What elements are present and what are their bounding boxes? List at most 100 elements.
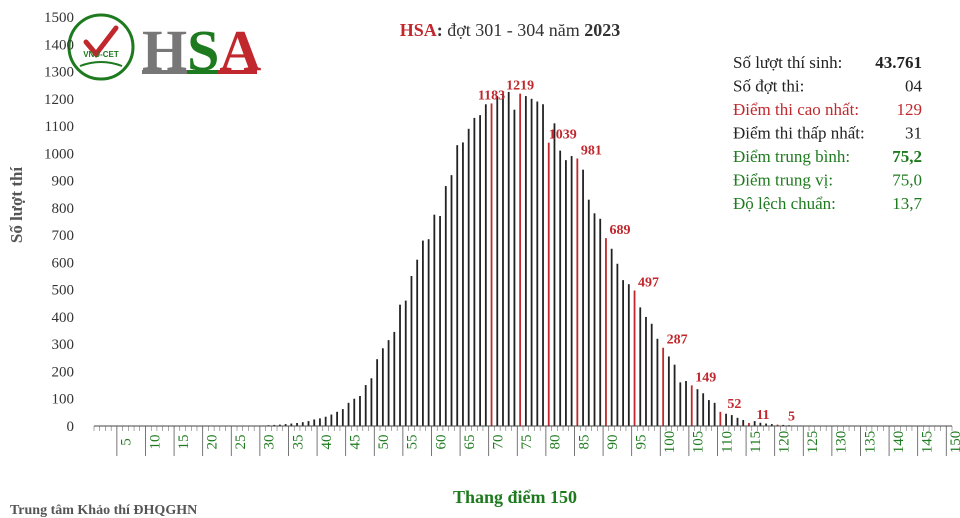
x-tick-label: 150 bbox=[948, 431, 960, 454]
x-tick-label: 90 bbox=[605, 435, 621, 450]
bar bbox=[279, 424, 281, 426]
title-colon: : bbox=[437, 20, 443, 40]
stats-background bbox=[728, 46, 956, 214]
bar bbox=[433, 214, 436, 426]
x-tick-label: 110 bbox=[719, 431, 735, 453]
bar bbox=[502, 93, 504, 426]
bar bbox=[696, 389, 699, 426]
y-tick-label: 900 bbox=[52, 174, 75, 190]
bar bbox=[753, 421, 756, 426]
bar bbox=[496, 96, 499, 426]
bar bbox=[667, 356, 670, 426]
x-tick-label: 20 bbox=[205, 435, 221, 450]
bar bbox=[524, 96, 527, 426]
x-tick-label: 45 bbox=[348, 435, 364, 450]
bar bbox=[387, 340, 390, 426]
bar bbox=[364, 385, 367, 426]
logo-underline-gray bbox=[142, 70, 187, 74]
logo: VNU-CET HSA bbox=[67, 13, 261, 83]
y-tick-label: 1200 bbox=[44, 92, 74, 108]
bar bbox=[650, 323, 653, 426]
x-tick-label: 85 bbox=[576, 435, 592, 450]
bar bbox=[290, 423, 293, 426]
y-tick-label: 500 bbox=[52, 283, 75, 299]
bar bbox=[582, 169, 584, 426]
bar bbox=[450, 175, 453, 426]
bar bbox=[633, 290, 636, 426]
data-label: 1039 bbox=[549, 128, 577, 143]
x-axis-title: Thang điểm 150 bbox=[453, 487, 577, 507]
y-tick-label: 0 bbox=[67, 419, 75, 435]
y-axis-title: Số lượt thí bbox=[7, 167, 26, 244]
plot-area: 0100200300400500600700800900100011001200… bbox=[44, 10, 960, 456]
bar bbox=[456, 145, 459, 427]
x-tick-label: 120 bbox=[777, 431, 793, 454]
bar bbox=[708, 400, 710, 426]
title-brand: HSA bbox=[400, 20, 437, 40]
bar bbox=[416, 259, 419, 426]
bar bbox=[690, 385, 693, 426]
chart-title: HSA: đợt 301 - 304 năm 2023 bbox=[400, 20, 621, 40]
data-label: 689 bbox=[609, 223, 630, 238]
stat-label: Số lượt thí sinh: bbox=[733, 53, 842, 72]
bar bbox=[324, 416, 327, 426]
bar bbox=[439, 216, 441, 426]
bar bbox=[565, 160, 567, 426]
bar bbox=[725, 413, 727, 426]
x-tick-label: 40 bbox=[319, 435, 335, 450]
y-tick-label: 1100 bbox=[45, 119, 74, 135]
stat-label: Điểm thi thấp nhất: bbox=[733, 124, 865, 143]
data-label: 52 bbox=[727, 397, 741, 412]
bar bbox=[479, 115, 481, 426]
bar bbox=[547, 142, 550, 426]
data-label: 5 bbox=[788, 410, 795, 425]
bar bbox=[553, 123, 556, 426]
x-tick-label: 95 bbox=[634, 435, 650, 450]
footer-text: Trung tâm Khảo thí ĐHQGHN bbox=[10, 503, 197, 518]
stat-value: 13,7 bbox=[892, 194, 922, 213]
stat-label: Độ lệch chuẩn: bbox=[733, 194, 836, 213]
bar bbox=[519, 93, 522, 427]
y-tick-label: 200 bbox=[52, 364, 75, 380]
data-label: 981 bbox=[581, 144, 602, 159]
data-label: 1219 bbox=[506, 79, 534, 94]
y-tick-label: 800 bbox=[52, 201, 75, 217]
bar bbox=[622, 280, 624, 426]
bar bbox=[381, 348, 384, 426]
bar bbox=[736, 417, 739, 426]
bar bbox=[593, 213, 596, 426]
bar bbox=[273, 424, 276, 426]
bar bbox=[462, 142, 464, 426]
bar bbox=[627, 284, 630, 426]
y-tick-label: 600 bbox=[52, 255, 75, 271]
bar bbox=[330, 414, 333, 426]
bar bbox=[656, 338, 659, 426]
bar bbox=[685, 381, 687, 426]
x-tick-label: 10 bbox=[147, 435, 163, 450]
stat-value: 75,0 bbox=[892, 171, 922, 190]
bar bbox=[570, 156, 573, 426]
bar bbox=[599, 218, 602, 426]
bar bbox=[702, 393, 705, 426]
stat-value: 04 bbox=[905, 77, 923, 96]
bar bbox=[467, 128, 470, 426]
bar bbox=[513, 109, 516, 426]
x-tick-label: 140 bbox=[891, 431, 907, 454]
bar bbox=[530, 98, 533, 427]
data-label: 1183 bbox=[478, 88, 505, 103]
bar bbox=[765, 423, 767, 426]
x-tick-label: 55 bbox=[405, 435, 421, 450]
bar bbox=[713, 402, 716, 426]
bar bbox=[473, 117, 476, 427]
bar bbox=[393, 331, 396, 426]
title-mid: đợt 301 - 304 năm bbox=[443, 20, 585, 40]
bar bbox=[284, 424, 287, 426]
bar bbox=[748, 423, 750, 426]
bar bbox=[679, 382, 682, 426]
bar bbox=[353, 398, 356, 426]
y-tick-label: 100 bbox=[52, 392, 75, 408]
bar bbox=[759, 422, 762, 426]
stat-value: 129 bbox=[897, 100, 923, 119]
bar bbox=[639, 307, 642, 426]
